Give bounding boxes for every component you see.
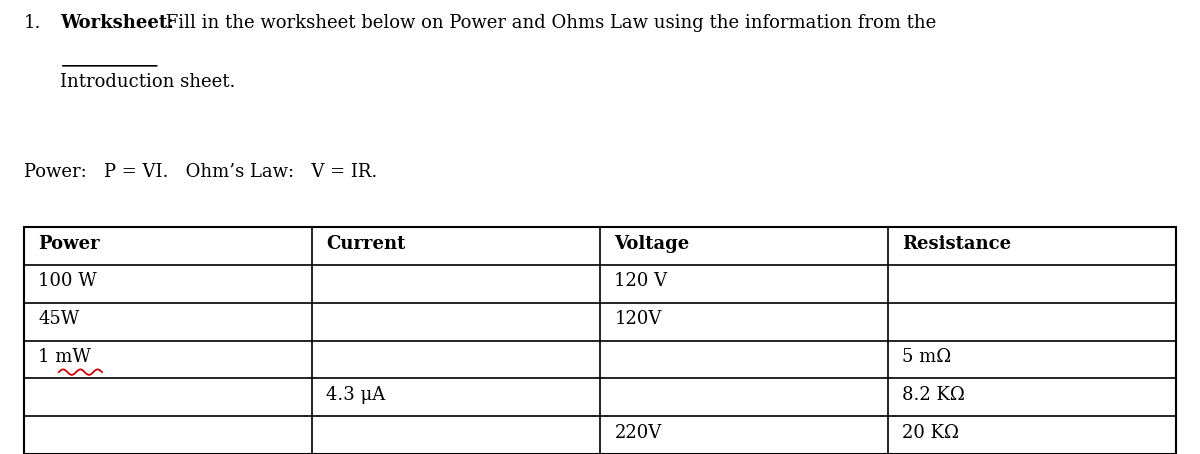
Text: 20 KΩ: 20 KΩ: [902, 424, 960, 442]
Text: 220V: 220V: [614, 424, 661, 442]
Text: 100 W: 100 W: [38, 272, 97, 291]
Text: 5 mΩ: 5 mΩ: [902, 348, 952, 366]
Text: 1 mW: 1 mW: [38, 348, 91, 366]
Text: Voltage: Voltage: [614, 235, 690, 252]
Text: Introduction sheet.: Introduction sheet.: [60, 73, 235, 91]
Text: 45W: 45W: [38, 311, 79, 328]
Text: 120V: 120V: [614, 311, 661, 328]
Text: Fill in the worksheet below on Power and Ohms Law using the information from the: Fill in the worksheet below on Power and…: [160, 14, 936, 32]
Text: 1.: 1.: [24, 14, 41, 32]
Text: Current: Current: [326, 235, 406, 252]
Text: 4.3 μA: 4.3 μA: [326, 386, 385, 404]
Text: Power:   P = VI.   Ohm’s Law:   V = IR.: Power: P = VI. Ohm’s Law: V = IR.: [24, 163, 377, 182]
Text: Power: Power: [38, 235, 100, 252]
Text: Worksheet:: Worksheet:: [60, 14, 174, 32]
Text: Resistance: Resistance: [902, 235, 1012, 252]
Text: 8.2 KΩ: 8.2 KΩ: [902, 386, 965, 404]
Text: 120 V: 120 V: [614, 272, 667, 291]
